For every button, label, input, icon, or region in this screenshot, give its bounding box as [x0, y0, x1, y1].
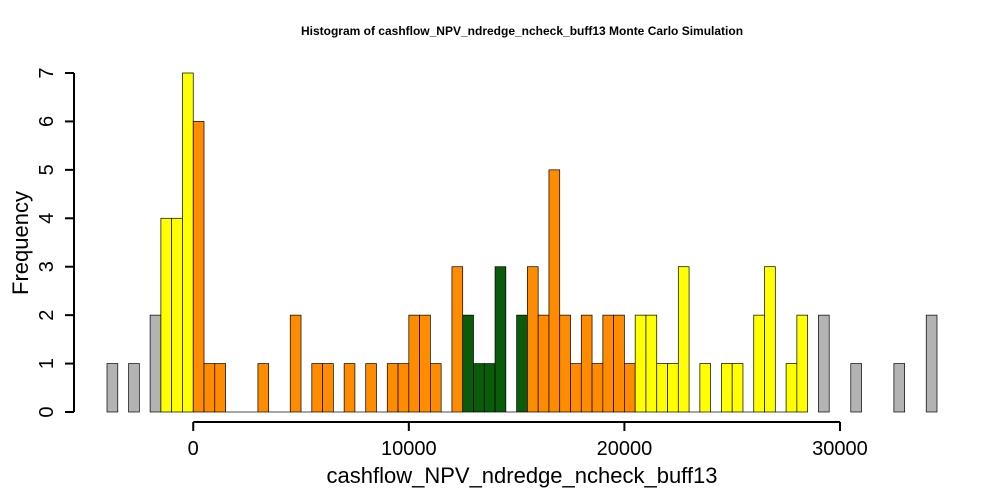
- histogram-bar: [645, 314, 658, 413]
- histogram-bar: [731, 363, 744, 413]
- histogram-bar: [527, 266, 539, 413]
- histogram-bar: [925, 314, 938, 413]
- x-axis: 0 10000 20000 30000: [188, 421, 868, 460]
- histogram-bar: [289, 314, 302, 413]
- histogram-bar: [580, 314, 593, 413]
- histogram-bar: [386, 363, 399, 413]
- histogram-bar: [397, 363, 410, 413]
- histogram-bar: [624, 363, 636, 413]
- histogram-bar: [160, 217, 173, 413]
- histogram-bar: [408, 314, 420, 413]
- histogram-bar: [548, 169, 561, 413]
- histogram-bar: [721, 363, 733, 413]
- histogram-bar: [559, 314, 571, 413]
- histogram-bar: [311, 363, 323, 413]
- histogram-bar: [483, 363, 496, 413]
- y-tick-label: 5: [36, 164, 58, 175]
- y-axis: 0 1 2 3 4 5 6 7: [36, 67, 75, 418]
- histogram-bar: [667, 363, 679, 413]
- histogram-bar: [570, 363, 582, 413]
- histogram-bar: [192, 121, 205, 413]
- histogram-bar: [537, 314, 550, 413]
- y-tick-label: 7: [36, 67, 58, 78]
- histogram-bar: [699, 363, 711, 413]
- histogram-bar: [893, 363, 906, 413]
- histogram-bar: [764, 266, 776, 413]
- histogram-bar: [516, 314, 528, 413]
- bars-group: [106, 72, 938, 413]
- x-tick-label: 30000: [812, 438, 868, 460]
- x-tick-label: 20000: [597, 438, 653, 460]
- histogram-bar: [182, 72, 194, 413]
- histogram-bar: [365, 363, 377, 413]
- histogram-bar: [613, 314, 625, 413]
- x-axis-label: cashflow_NPV_ndredge_ncheck_buff13: [327, 463, 718, 488]
- histogram-bar: [419, 314, 431, 413]
- histogram-bar: [257, 363, 270, 413]
- histogram-bar: [214, 363, 226, 413]
- y-tick-label: 2: [36, 310, 58, 321]
- histogram-bar: [473, 363, 485, 413]
- x-tick-label: 10000: [381, 438, 437, 460]
- histogram-bar: [462, 314, 474, 413]
- y-tick-label: 0: [36, 406, 58, 417]
- histogram-bar: [753, 314, 765, 413]
- histogram-bar: [494, 266, 507, 413]
- histogram-bar: [343, 363, 356, 413]
- histogram-bar: [850, 363, 862, 413]
- histogram-bar: [677, 266, 690, 413]
- histogram-bar: [430, 363, 442, 413]
- histogram-bar: [796, 314, 808, 413]
- y-tick-label: 3: [36, 261, 58, 272]
- histogram-bar: [602, 314, 614, 413]
- histogram-bar: [171, 217, 183, 413]
- histogram-bar: [322, 363, 334, 413]
- histogram-bar: [591, 363, 604, 413]
- x-tick-label: 0: [188, 438, 199, 460]
- y-tick-label: 6: [36, 116, 58, 127]
- histogram-bar: [106, 363, 119, 413]
- y-tick-label: 1: [36, 358, 58, 369]
- chart-title: Histogram of cashflow_NPV_ndredge_ncheck…: [301, 24, 743, 38]
- histogram-bar: [656, 363, 668, 413]
- y-tick-label: 4: [36, 213, 58, 224]
- histogram-bar: [785, 363, 798, 413]
- histogram-bar: [149, 314, 162, 413]
- histogram-bar: [203, 363, 216, 413]
- histogram-bar: [128, 363, 140, 413]
- y-axis-label: Frequency: [8, 191, 33, 295]
- histogram-bar: [634, 314, 647, 413]
- histogram-bar: [818, 314, 830, 413]
- histogram-bar: [451, 266, 464, 413]
